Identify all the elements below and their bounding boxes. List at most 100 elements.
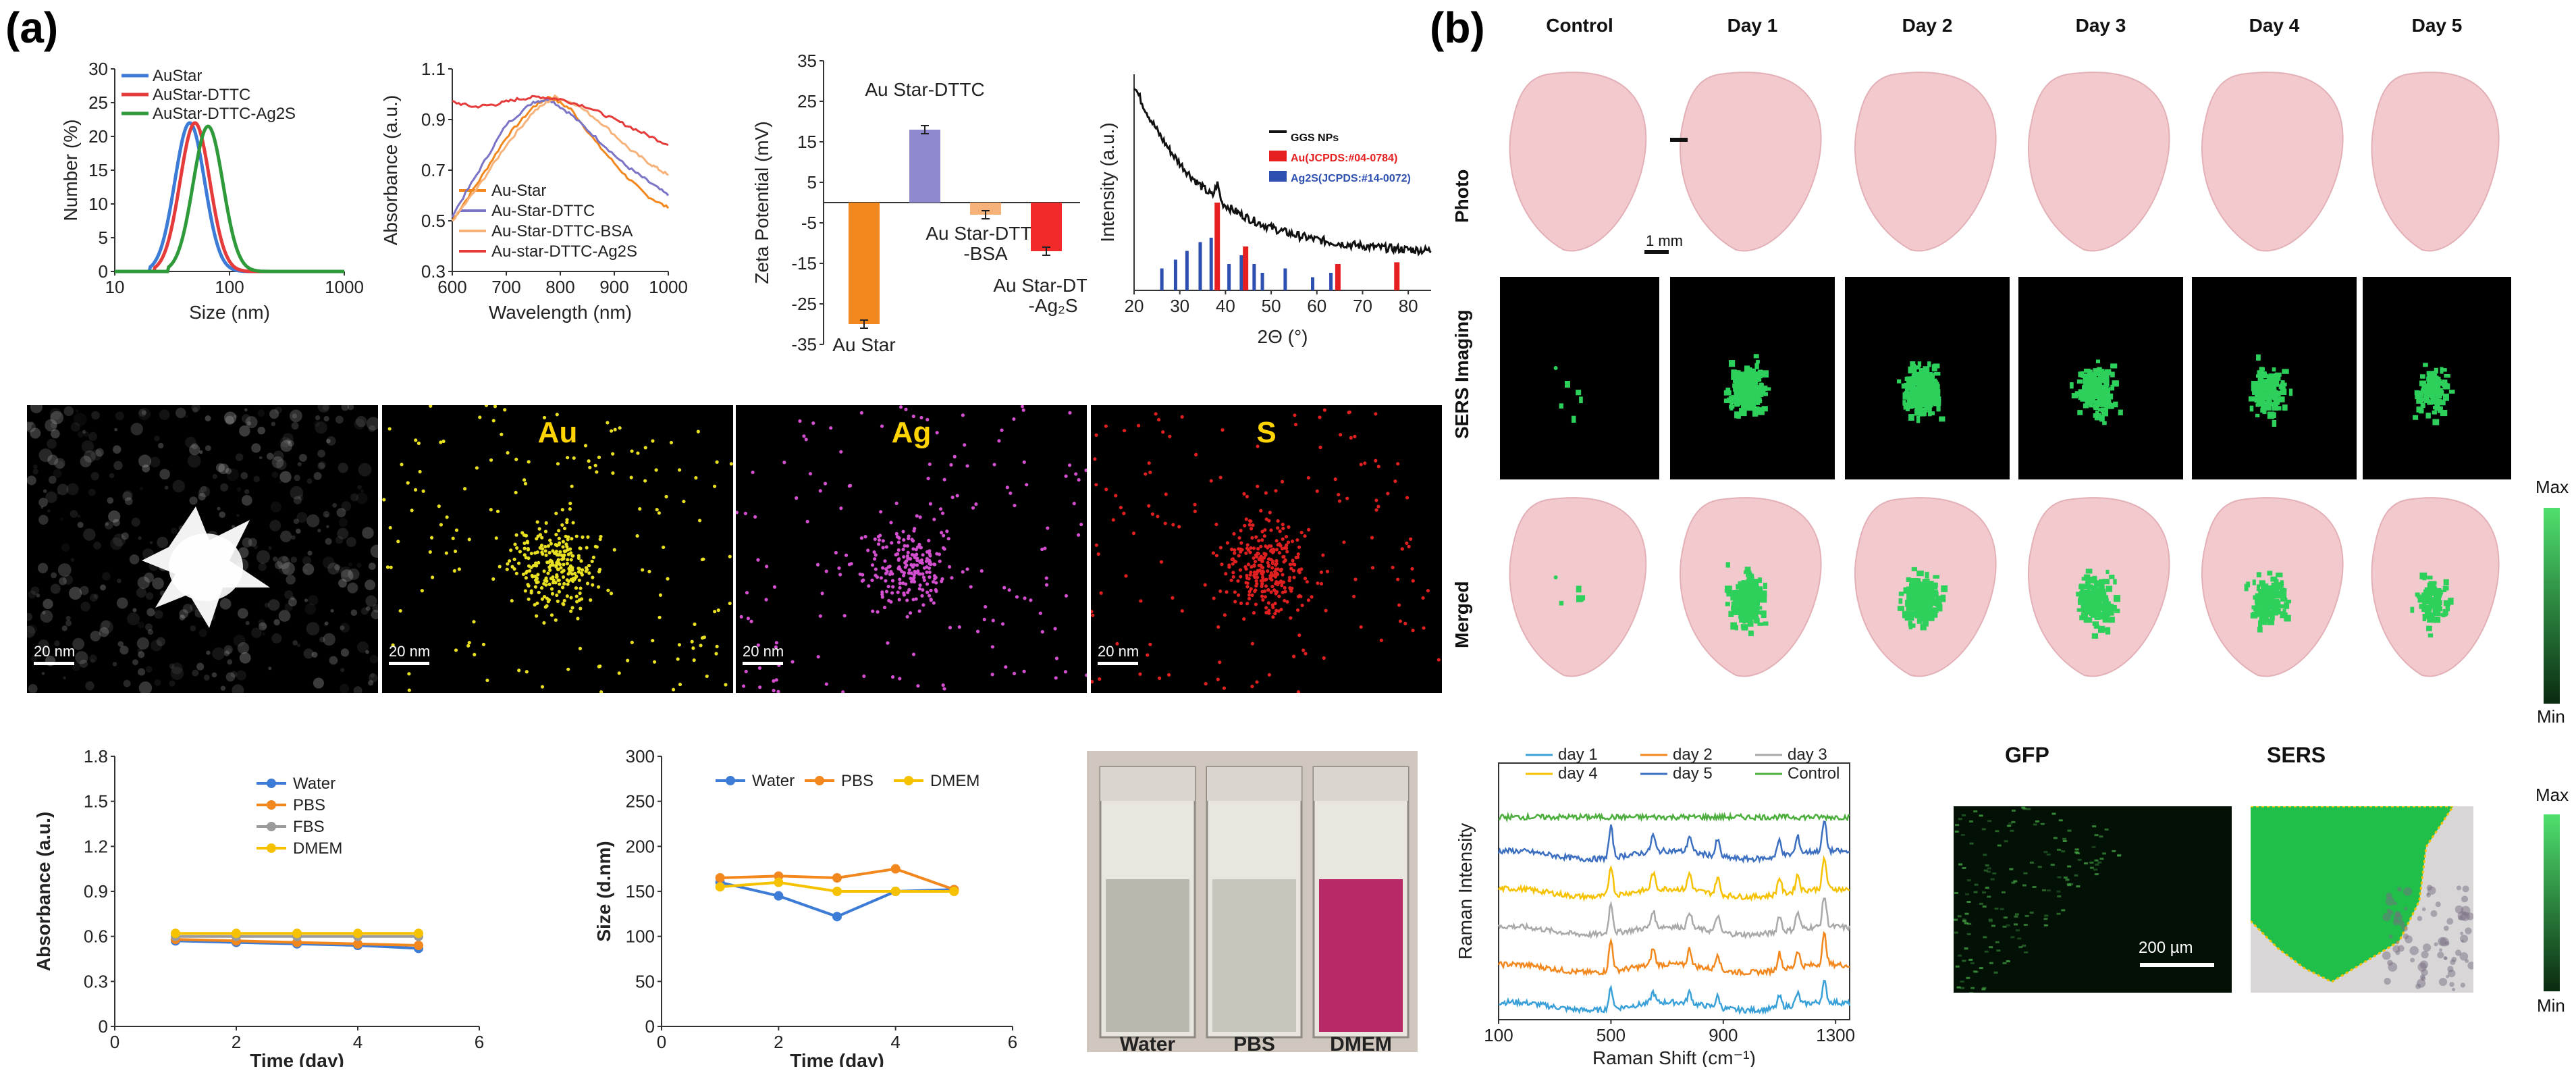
sers-signal-pixel (1906, 396, 1912, 404)
element-dot (1254, 553, 1258, 557)
sers-signal-pixel (2416, 390, 2423, 398)
element-dot (1289, 616, 1293, 620)
gfp-signal (2008, 822, 2013, 825)
element-dot (1146, 653, 1150, 657)
element-dot (896, 567, 901, 571)
grid-cell (1500, 486, 1659, 689)
sers-signal-pixel (2081, 385, 2087, 390)
tissue-texture (2460, 983, 2465, 988)
sers-signal-pixel (1736, 412, 1741, 419)
element-dot (1264, 610, 1268, 615)
noise-speck (182, 604, 193, 614)
sers-signal-pixel (1559, 403, 1563, 409)
sers-signal-pixel (2101, 613, 2107, 619)
noise-speck (77, 431, 84, 438)
element-dot (1012, 671, 1017, 676)
noise-speck (225, 468, 232, 475)
sers-signal-pixel (1918, 596, 1927, 603)
sers-signal-pixel (1906, 404, 1910, 412)
y-axis-label: Number (%) (61, 120, 81, 221)
eds-image-2: Ag 20 nm (736, 405, 1087, 693)
element-dot (1212, 596, 1216, 600)
element-dot (439, 523, 443, 527)
noise-speck (75, 651, 88, 664)
sers-signal-pixel (1753, 389, 1761, 396)
element-dot (1230, 557, 1234, 562)
element-dot (871, 609, 875, 613)
element-dot (1266, 587, 1270, 592)
sers-signal-pixel (2432, 419, 2440, 425)
gfp-signal (1997, 844, 2002, 847)
element-dot (556, 558, 560, 563)
x-tick-label: 600 (437, 277, 466, 297)
gfp-signal (1954, 918, 1958, 921)
noise-speck (198, 486, 211, 498)
element-dot (1242, 492, 1246, 496)
element-dot (925, 582, 930, 586)
sers-signal-pixel (2275, 375, 2281, 381)
noise-speck (144, 572, 155, 583)
noise-speck (43, 598, 53, 609)
gfp-signal (2076, 885, 2081, 888)
noise-speck (223, 650, 230, 656)
element-dot (886, 565, 890, 569)
noise-speck (36, 594, 41, 598)
sers-signal-pixel (1742, 616, 1746, 624)
element-dot (560, 553, 564, 557)
element-dot (1264, 544, 1268, 548)
element-dot (1274, 562, 1279, 566)
sers-signal-pixel (2421, 381, 2426, 386)
sers-signal-pixel (2255, 403, 2261, 407)
sers-signal-pixel (2265, 602, 2272, 610)
noise-speck (154, 610, 163, 619)
sers-signal-pixel (1755, 399, 1763, 403)
element-dot (1307, 527, 1311, 531)
sers-signal-pixel (2278, 582, 2284, 586)
sers-signal-pixel (1927, 361, 1931, 367)
element-dot (950, 495, 955, 500)
element-dot (739, 615, 743, 619)
element-dot (1244, 551, 1248, 555)
tissue-texture (2382, 912, 2392, 922)
sers-signal-pixel (1753, 354, 1759, 359)
element-dot (1156, 515, 1160, 519)
element-dot (1194, 452, 1198, 456)
sers-signal-pixel (1749, 576, 1754, 583)
element-dot (808, 471, 813, 476)
noise-speck (95, 448, 104, 457)
sers-signal-pixel (1742, 390, 1747, 394)
y-axis-label: Intensity (a.u.) (1097, 122, 1118, 242)
sers-signal-pixel (2076, 592, 2081, 597)
noise-speck (73, 413, 87, 427)
gfp-signal (1958, 818, 1962, 820)
element-dot (839, 450, 843, 454)
sers-signal-pixel (1748, 616, 1752, 623)
element-dot (1333, 477, 1337, 481)
sers-signal-pixel (2103, 388, 2109, 396)
sers-signal-pixel (2083, 403, 2089, 409)
ag2s-reference-peak (1311, 277, 1314, 290)
element-dot (1279, 579, 1283, 583)
element-dot (1266, 569, 1270, 573)
element-dot (533, 578, 538, 582)
sers-signal-pixel (2256, 397, 2262, 404)
gfp-signal (1985, 887, 1989, 889)
element-dot (693, 622, 697, 626)
sers-signal-pixel (2110, 384, 2115, 391)
element-dot (961, 570, 965, 574)
sers-signal-pixel (2091, 633, 2099, 639)
x-tick-label: 1000 (649, 277, 688, 297)
element-dot (1304, 652, 1308, 656)
grid-cell (2363, 277, 2511, 479)
eds-image-3: S 20 nm (1091, 405, 1442, 693)
noise-speck (370, 544, 378, 558)
sers-signal-pixel (1907, 391, 1911, 396)
noise-speck (72, 637, 85, 650)
element-dot (1261, 598, 1265, 602)
element-dot (1421, 596, 1425, 600)
element-dot (1064, 474, 1068, 478)
noise-speck (358, 463, 372, 477)
element-dot (539, 586, 544, 590)
plot-frame (1498, 762, 1850, 1020)
legend-label: Control (1788, 764, 1840, 783)
